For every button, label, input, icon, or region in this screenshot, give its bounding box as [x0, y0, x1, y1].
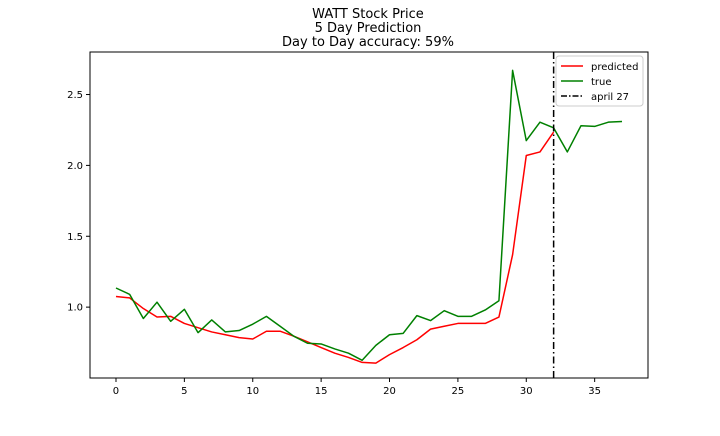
- x-tick-label: 20: [383, 386, 396, 397]
- y-tick-label: 2.0: [67, 161, 83, 172]
- title-line-3: Day to Day accuracy: 59%: [282, 35, 454, 50]
- axes-frame: [89, 51, 649, 379]
- chart-title: WATT Stock Price 5 Day Prediction Day to…: [282, 7, 454, 50]
- legend-entry-predicted-label: predicted: [591, 62, 638, 73]
- legend-entry-true-label: true: [591, 77, 612, 88]
- legend-box: [555, 55, 644, 107]
- y-tick-label: 1.5: [67, 232, 83, 243]
- x-tick-label: 30: [520, 386, 533, 397]
- x-tick-label: 5: [181, 386, 187, 397]
- x-tick-label: 25: [452, 386, 465, 397]
- x-tick-label: 15: [315, 386, 328, 397]
- series-line-true: [115, 69, 623, 362]
- y-axis-ticks: 1.0 1.5 2.0 2.5: [67, 90, 90, 314]
- x-tick-label: 35: [588, 386, 601, 397]
- y-tick-label: 2.5: [67, 90, 83, 101]
- title-line-1: WATT Stock Price: [312, 7, 424, 22]
- x-tick-label: 10: [246, 386, 259, 397]
- legend: predicted true april 27: [555, 55, 644, 107]
- series-line-predicted: [115, 131, 555, 364]
- y-tick-label: 1.0: [67, 303, 83, 314]
- plot-series: [115, 52, 623, 378]
- x-tick-label: 0: [113, 386, 119, 397]
- title-line-2: 5 Day Prediction: [315, 21, 422, 36]
- x-axis-ticks: 0 5 10 15 20 25 30 35: [113, 378, 601, 397]
- legend-entry-april-27-label: april 27: [591, 92, 629, 103]
